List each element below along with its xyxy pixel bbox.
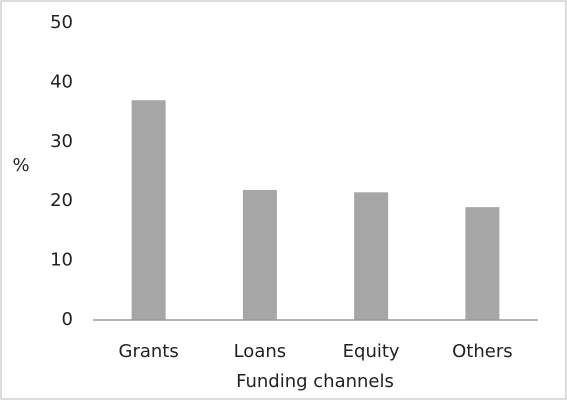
y-tick-label: 10 bbox=[50, 250, 73, 271]
x-tick-label: Loans bbox=[234, 341, 287, 362]
y-tick-label: 30 bbox=[50, 131, 73, 152]
y-tick-label: 0 bbox=[62, 309, 73, 330]
y-axis-label: % bbox=[12, 155, 29, 176]
x-tick-label: Equity bbox=[343, 341, 400, 362]
bar bbox=[242, 189, 277, 320]
x-tick-label: Grants bbox=[119, 341, 179, 362]
bar bbox=[354, 192, 389, 320]
x-axis-label: Funding channels bbox=[236, 371, 394, 392]
y-tick-label: 50 bbox=[50, 12, 73, 33]
x-tick-label: Others bbox=[452, 341, 513, 362]
y-tick-label: 40 bbox=[50, 71, 73, 92]
bar bbox=[131, 100, 166, 320]
bar bbox=[465, 207, 500, 320]
y-tick-label: 20 bbox=[50, 190, 73, 211]
